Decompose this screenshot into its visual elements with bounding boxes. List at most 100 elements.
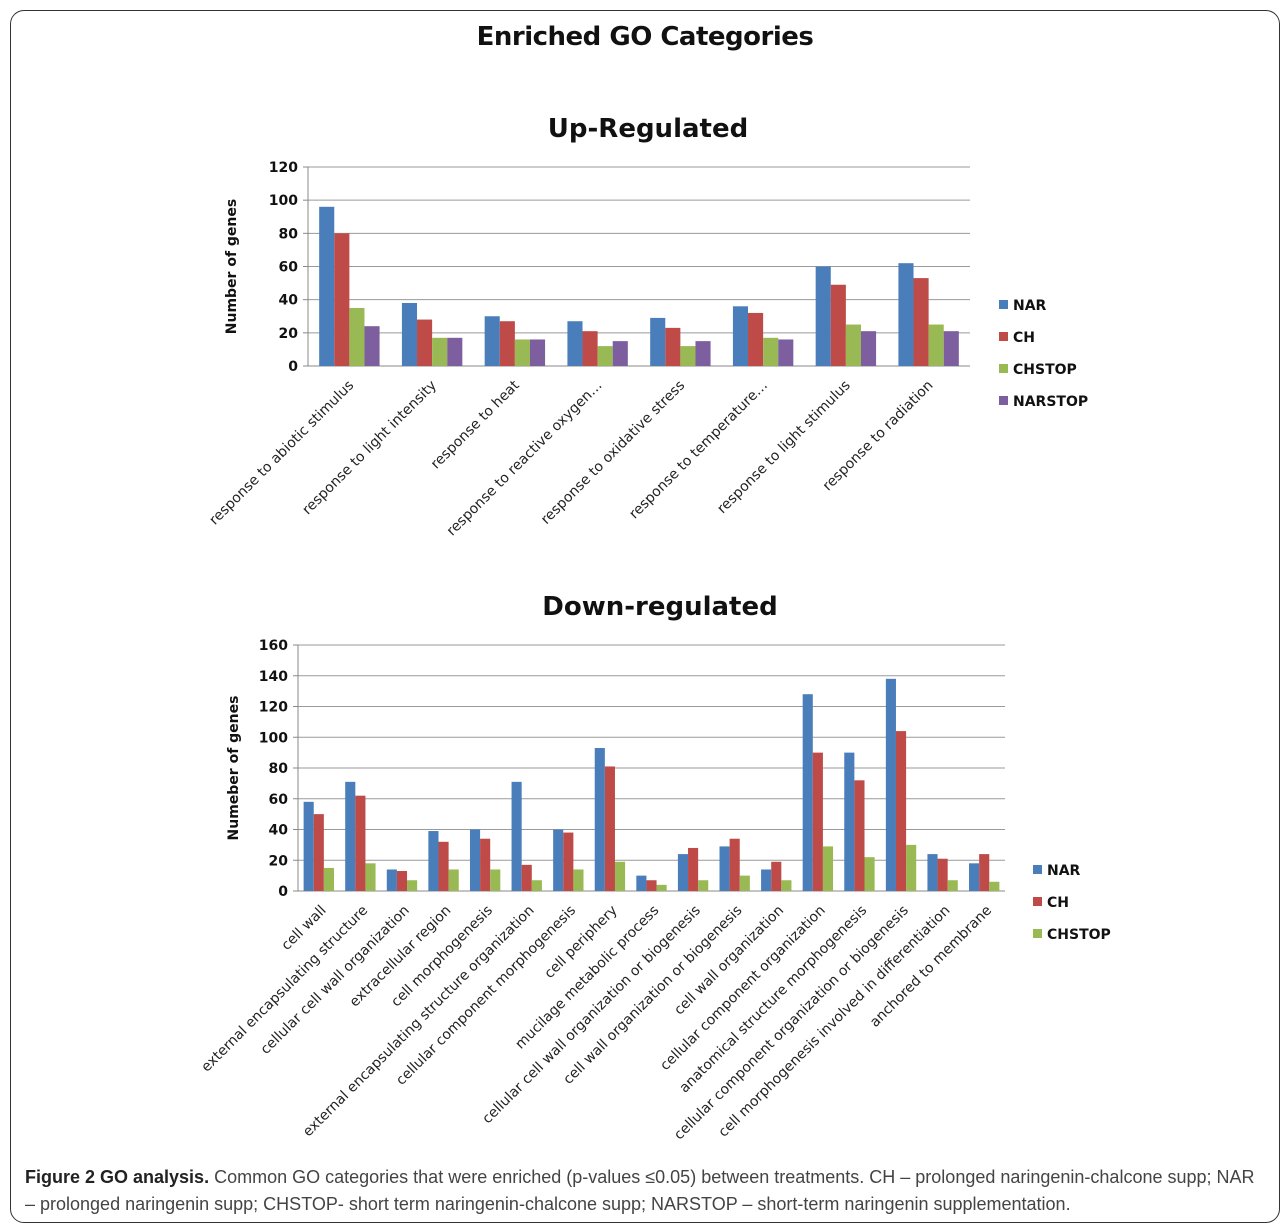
up-ytick-label: 60 [279,260,299,276]
down-bar [979,854,990,891]
up-ytick-label: 40 [279,293,299,309]
up-bar [364,326,380,366]
down-bar [345,781,356,891]
up-bar [499,321,515,366]
down-bar [656,884,667,891]
down-bar [386,869,397,891]
down-legend-label: CHSTOP [1047,927,1111,943]
up-legend-swatch [999,332,1008,341]
down-bar [396,871,408,891]
down-bar [531,880,542,891]
up-bar [401,302,418,366]
down-bar [844,752,855,891]
up-bar [748,312,764,366]
up-bar [928,324,944,366]
up-bar [680,346,696,366]
up-bar [732,306,749,366]
down-bar [969,863,980,891]
down-bar [937,858,948,891]
down-ytick-label: 160 [259,638,288,654]
figure-caption: Figure 2 GO analysis. Common GO categori… [25,1164,1265,1218]
up-bar [349,307,365,366]
down-bar [438,841,449,891]
caption-text: Common GO categories that were enriched … [25,1167,1255,1214]
up-bar [815,266,831,366]
down-bar [323,867,334,891]
down-y-axis-label: Numeber of genes [226,696,242,841]
down-bar [511,781,522,891]
down-bar [521,864,532,891]
down-bar [688,847,699,891]
down-ytick-label: 140 [259,669,288,685]
figure-frame [10,10,1280,1223]
up-ytick-label: 100 [269,193,298,209]
down-bar [822,846,834,891]
up-bar [447,337,463,366]
up-bar [898,263,914,366]
down-bar [563,832,574,891]
down-bar [636,875,647,891]
down-bar [927,854,938,891]
up-bar [913,278,929,366]
down-ytick-label: 80 [269,761,289,777]
down-legend-swatch [1033,929,1042,938]
up-legend-swatch [999,364,1008,373]
up-legend-label: NAR [1013,298,1047,314]
down-legend-swatch [1033,897,1042,906]
up-ytick-label: 80 [279,226,299,242]
up-legend-label: NARSTOP [1013,394,1088,410]
down-bar [854,780,865,891]
down-bar [781,880,792,891]
down-ytick-label: 120 [259,700,288,716]
chart-up-regulated: Up-Regulated 0 20 40 60 80 100 120 Number of gen… [206,114,1088,539]
down-bar [947,880,958,891]
up-bar [597,346,613,366]
up-bar [695,341,711,366]
up-bar [567,321,583,366]
up-bar [334,233,350,366]
down-bar [864,857,875,891]
up-ytick-label: 20 [279,326,299,342]
down-bar [490,869,501,891]
up-bar [845,324,861,366]
up-bar [665,327,681,366]
down-legend-swatch [1033,865,1042,874]
down-bar [761,869,772,891]
down-title: Down-regulated [542,592,777,622]
down-x-category-label: external encapsulating structure [198,903,371,1076]
down-bar [739,875,750,891]
up-ytick-label: 120 [269,160,298,176]
down-x-category-label: cell periphery [541,903,620,982]
down-bar [480,838,491,891]
down-bar [407,880,418,891]
up-legend-label: CHSTOP [1013,362,1077,378]
main-title: Enriched GO Categories [476,22,814,52]
up-bar [582,331,598,366]
up-title: Up-Regulated [548,114,748,144]
up-legend-label: CH [1013,330,1035,346]
down-bar [895,731,907,891]
down-bar [646,880,657,891]
up-bar [484,316,500,366]
up-legend-swatch [999,300,1008,309]
down-ytick-label: 100 [259,730,288,746]
down-ytick-label: 0 [278,884,288,900]
up-bar [763,337,779,366]
down-bar [469,829,481,891]
down-bar [885,678,896,891]
down-bar [604,766,615,891]
up-bar [529,339,546,366]
down-bar [812,752,823,891]
up-bar [417,319,433,366]
down-bar [677,854,689,891]
up-y-axis-label: Number of genes [224,199,240,334]
up-bar [319,206,335,366]
down-bar [989,881,1000,891]
down-ytick-label: 20 [269,853,289,869]
up-bar [778,339,794,366]
down-x-category-label: cellular cell wall organization [258,903,413,1058]
down-bar [428,831,439,891]
down-bar [355,795,366,891]
up-ytick-label: 0 [288,359,298,375]
down-bar [719,846,730,891]
